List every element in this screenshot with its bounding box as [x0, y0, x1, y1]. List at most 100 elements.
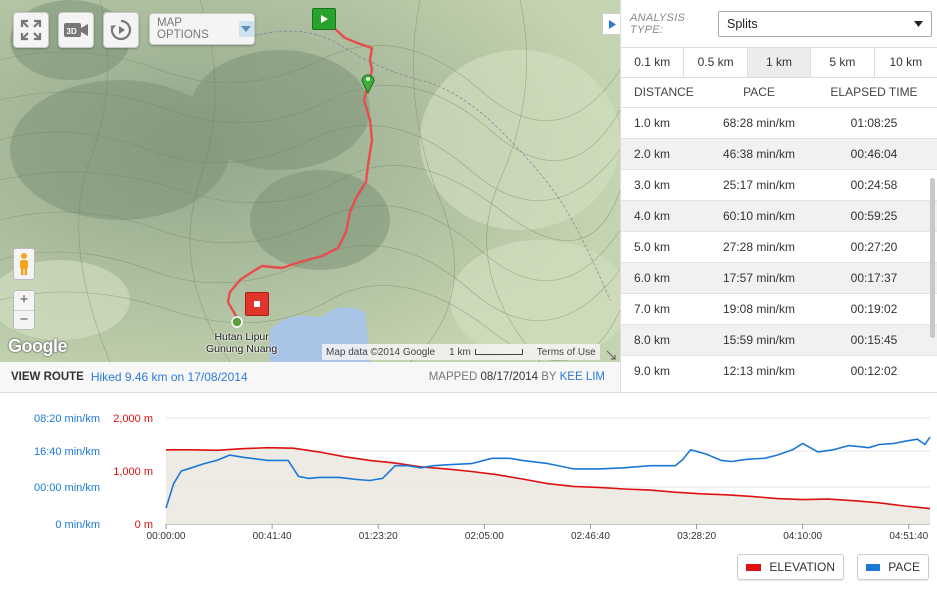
split-elapsed: 00:27:20 [850, 240, 898, 254]
split-elapsed: 00:19:02 [850, 302, 898, 316]
x-axis-tick-label: 00:00:00 [147, 531, 186, 542]
split-elapsed: 01:08:25 [850, 116, 898, 130]
split-distance: 9.0 km [634, 364, 671, 377]
split-elapsed: 00:12:02 [850, 364, 898, 377]
pace-axis-tick: 0 min/km [55, 519, 100, 531]
x-axis-tick-label: 00:41:40 [253, 531, 292, 542]
header-pace: PACE [743, 85, 775, 99]
split-distance: 1.0 km [634, 116, 671, 130]
3d-view-button[interactable]: 3D [58, 12, 94, 48]
mapped-info: MAPPED 08/17/2014 BY KEE LIM [428, 371, 605, 383]
table-row[interactable]: 4.0 km 60:10 min/km 00:59:25 [621, 200, 937, 231]
elevation-axis-tick: 1,000 m [113, 466, 153, 478]
table-header: DISTANCE PACE ELAPSED TIME [621, 77, 937, 107]
x-axis-tick-label: 03:28:20 [677, 531, 716, 542]
play-icon [321, 15, 328, 23]
hiked-summary-link[interactable]: Hiked 9.46 km on 17/08/2014 [90, 370, 248, 384]
scale-bar: 1 km [449, 347, 523, 358]
splits-table: DISTANCE PACE ELAPSED TIME 1.0 km 68:28 m… [621, 77, 937, 377]
elevation-line [166, 446, 931, 510]
pace-swatch [866, 563, 881, 571]
table-row[interactable]: 3.0 km 25:17 min/km 00:24:58 [621, 169, 937, 200]
tab-1-km[interactable]: 1 km [747, 48, 812, 77]
elevation-legend-toggle[interactable]: ELEVATION [737, 554, 844, 580]
svg-text:3D: 3D [67, 27, 77, 36]
pace-legend-toggle[interactable]: PACE [857, 554, 929, 580]
split-pace: 15:59 min/km [722, 333, 796, 347]
table-row[interactable]: 7.0 km 19:08 min/km 00:19:02 [621, 293, 937, 324]
table-row[interactable]: 2.0 km 46:38 min/km 00:46:04 [621, 138, 937, 169]
x-axis-tick-label: 02:05:00 [465, 531, 504, 542]
tab-5-km[interactable]: 5 km [811, 48, 875, 77]
route-end-marker[interactable] [245, 292, 269, 316]
elevation-axis-tick: 0 m [135, 519, 153, 531]
split-pace: 27:28 min/km [722, 240, 796, 254]
table-row[interactable]: 9.0 km 12:13 min/km 00:12:02 [621, 355, 937, 377]
split-distance: 7.0 km [634, 302, 671, 316]
caret-right-icon [608, 19, 616, 29]
fullscreen-button[interactable] [13, 12, 49, 48]
table-row[interactable]: 8.0 km 15:59 min/km 00:15:45 [621, 324, 937, 355]
x-axis-tick-label: 04:10:00 [783, 531, 822, 542]
pace-legend-label: PACE [888, 560, 920, 574]
table-row[interactable]: 1.0 km 68:28 min/km 01:08:25 [621, 107, 937, 138]
elevation-area [166, 447, 930, 524]
zoom-in-button[interactable]: + [14, 291, 34, 311]
split-pace: 60:10 min/km [722, 209, 796, 223]
attribution-text: Map data ©2014 Google [326, 346, 436, 358]
zoom-control: + − [13, 290, 35, 330]
table-row[interactable]: 5.0 km 27:28 min/km 00:27:20 [621, 231, 937, 262]
split-pace: 46:38 min/km [722, 147, 796, 161]
expand-corner-icon[interactable] [606, 350, 616, 360]
map-options-label: MAP OPTIONS [157, 17, 209, 41]
pace-line [165, 436, 931, 509]
google-logo: Google [8, 336, 68, 356]
split-pace: 19:08 min/km [722, 302, 796, 316]
collapse-panel-button[interactable] [602, 13, 621, 35]
view-route-title: VIEW ROUTE [11, 371, 84, 383]
elevation-legend-label: ELEVATION [769, 560, 835, 574]
x-axis-tick-label: 04:51:40 [889, 531, 928, 542]
split-distance: 8.0 km [634, 333, 671, 347]
split-pace: 17:57 min/km [722, 271, 796, 285]
x-axis-tick-label: 01:23:20 [359, 531, 398, 542]
dropdown-arrow-icon [914, 21, 923, 27]
x-axis-tick-label: 02:46:40 [571, 531, 610, 542]
zoom-out-button[interactable]: − [19, 311, 29, 328]
section-divider [0, 392, 937, 393]
split-distance: 2.0 km [634, 147, 671, 161]
rotate-play-icon [110, 19, 132, 41]
route-start-marker[interactable] [312, 8, 336, 30]
split-distance: 3.0 km [634, 178, 671, 192]
map-attribution: Map data ©2014 Google 1 km Terms of Use [322, 344, 600, 360]
analysis-type-label: ANALYSIS TYPE: [630, 12, 686, 36]
pegman-icon [20, 253, 28, 275]
pace-axis-tick: 00:00 min/km [34, 482, 100, 494]
author-link[interactable]: KEE LIM [559, 371, 605, 383]
stop-icon [254, 301, 260, 307]
route-map[interactable]: 3D MAP OPTIONS Hutan Lipur Gunung Nuang [0, 0, 620, 362]
flyover-button[interactable] [103, 12, 139, 48]
street-view-pegman[interactable] [13, 248, 35, 280]
table-scrollbar[interactable] [930, 48, 937, 338]
split-elapsed: 00:24:58 [850, 178, 898, 192]
elevation-pace-chart[interactable]: 08:20 min/km 16:40 min/km 00:00 min/km 0 mi… [0, 396, 937, 604]
tab-0-5-km[interactable]: 0.5 km [684, 48, 748, 77]
analysis-type-select[interactable]: Splits [718, 11, 932, 37]
split-distance: 4.0 km [634, 209, 671, 223]
split-distance: 5.0 km [634, 240, 671, 254]
terms-link[interactable]: Terms of Use [536, 346, 596, 358]
table-row[interactable]: 6.0 km 17:57 min/km 00:17:37 [621, 262, 937, 293]
distance-marker[interactable] [361, 72, 375, 97]
elevation-axis-tick: 2,000 m [113, 413, 153, 425]
split-pace: 12:13 min/km [722, 364, 796, 377]
park-poi-icon[interactable] [231, 316, 243, 328]
tab-10-km[interactable]: 10 km [889, 55, 923, 69]
split-pace: 68:28 min/km [722, 116, 796, 130]
pace-axis-tick: 08:20 min/km [34, 413, 100, 425]
fullscreen-icon [20, 19, 42, 41]
tab-0-1-km[interactable]: 0.1 km [621, 48, 685, 77]
split-elapsed: 00:15:45 [850, 333, 898, 347]
map-options-dropdown[interactable]: MAP OPTIONS [149, 13, 255, 45]
analysis-panel: ANALYSIS TYPE: Splits 0.1 km 0.5 km 1 km… [620, 0, 937, 392]
